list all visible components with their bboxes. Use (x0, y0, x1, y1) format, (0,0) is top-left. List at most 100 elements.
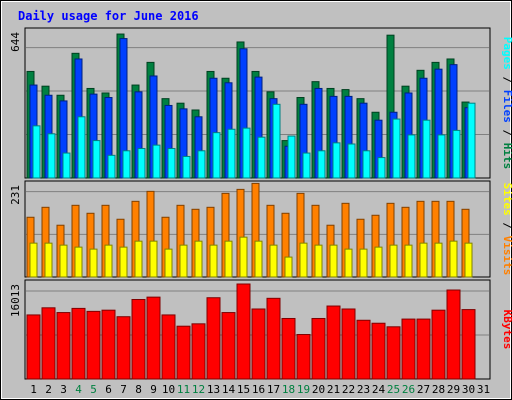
bar-pages-day-21 (332, 142, 341, 179)
x-tick-label-7: 7 (120, 383, 127, 396)
x-tick-label-18: 18 (282, 383, 295, 396)
bar-pages-day-11 (182, 155, 191, 179)
bar-sites-day-11 (179, 244, 188, 278)
bar-sites-day-26 (404, 244, 413, 278)
x-tick-label-4: 4 (75, 383, 82, 396)
bar-kbytes-day-13 (206, 297, 221, 380)
bar-sites-day-28 (434, 242, 443, 278)
x-tick-label-24: 24 (372, 383, 386, 396)
x-tick-label-30: 30 (462, 383, 475, 396)
bar-kbytes-day-28 (431, 309, 446, 380)
x-tick-label-23: 23 (357, 383, 370, 396)
bar-kbytes-day-5 (86, 310, 101, 380)
bar-pages-day-28 (437, 134, 446, 179)
bar-pages-day-23 (362, 150, 371, 179)
y-max-label: 644 (9, 32, 22, 52)
bar-sites-day-15 (239, 236, 248, 278)
x-axis: 1 2 3 4 5 6 7 8 9 10 11 12 13 14 15 16 17 18 19 20 21 22 23 24 2… (30, 383, 490, 396)
bar-kbytes-day-17 (266, 297, 281, 380)
bar-pages-day-24 (377, 157, 386, 179)
bar-kbytes-day-24 (371, 322, 386, 380)
legend-item-pages: Pages (501, 37, 512, 70)
x-tick-label-20: 20 (312, 383, 325, 396)
bar-pages-day-29 (452, 129, 461, 179)
bars-kbytes (26, 283, 476, 380)
x-tick-label-12: 12 (192, 383, 205, 396)
bar-sites-day-21 (329, 244, 338, 278)
x-tick-label-17: 17 (267, 383, 280, 396)
bar-sites-day-17 (269, 244, 278, 278)
bar-pages-day-14 (227, 128, 236, 179)
bar-kbytes-day-10 (161, 314, 176, 380)
bar-kbytes-day-9 (146, 296, 161, 380)
bar-pages-day-22 (347, 143, 356, 179)
bar-kbytes-day-3 (56, 312, 71, 380)
bar-sites-day-8 (134, 240, 143, 278)
legend-text: Pages / Files / Hits (501, 37, 512, 170)
bar-kbytes-day-12 (191, 323, 206, 380)
bar-pages-day-12 (197, 150, 206, 179)
bar-sites-day-25 (389, 244, 398, 278)
bar-pages-day-10 (167, 148, 176, 179)
x-tick-label-25: 25 (387, 383, 400, 396)
bar-kbytes-day-18 (281, 317, 296, 380)
bar-sites-day-4 (74, 246, 83, 278)
bar-sites-day-9 (149, 240, 158, 278)
bars-visits-sites (26, 182, 473, 278)
bar-kbytes-day-15 (236, 283, 251, 380)
bar-sites-day-7 (119, 246, 128, 278)
bar-sites-day-5 (89, 248, 98, 278)
bar-pages-day-18 (287, 135, 296, 179)
bar-pages-day-9 (152, 144, 161, 179)
bar-pages-day-13 (212, 132, 221, 179)
x-tick-label-29: 29 (447, 383, 460, 396)
bar-sites-day-22 (344, 248, 353, 278)
bar-kbytes-day-7 (116, 316, 131, 380)
bar-pages-day-3 (62, 152, 71, 179)
bar-sites-day-20 (314, 244, 323, 278)
legend-item-visits: Visits (501, 236, 512, 276)
bar-kbytes-day-20 (311, 317, 326, 380)
bar-kbytes-day-1 (26, 314, 41, 380)
legend-item-hits: Hits (501, 143, 512, 170)
bars-hits-files-pages (26, 33, 476, 179)
x-tick-label-16: 16 (252, 383, 265, 396)
legend-separator: / (501, 216, 512, 236)
bar-sites-day-1 (29, 242, 38, 278)
bar-pages-day-6 (107, 154, 116, 179)
x-tick-label-5: 5 (90, 383, 97, 396)
bar-pages-day-30 (467, 102, 476, 179)
x-tick-label-22: 22 (342, 383, 355, 396)
bar-pages-day-5 (92, 140, 101, 179)
bar-sites-day-2 (44, 242, 53, 278)
chart-panels: 644 Pages / Files / Hits 231 Sites / Visits… (9, 27, 512, 380)
bar-sites-day-30 (464, 242, 473, 278)
bar-pages-day-4 (77, 116, 86, 179)
bar-pages-day-2 (47, 133, 56, 179)
bar-kbytes-day-30 (461, 309, 476, 380)
y-max-label: 16013 (9, 284, 22, 317)
bar-kbytes-day-25 (386, 326, 401, 380)
x-tick-label-19: 19 (297, 383, 310, 396)
bar-kbytes-day-23 (356, 319, 371, 380)
bar-sites-day-12 (194, 240, 203, 278)
bar-kbytes-day-22 (341, 308, 356, 380)
x-tick-label-13: 13 (207, 383, 220, 396)
x-tick-label-15: 15 (237, 383, 250, 396)
bar-sites-day-14 (224, 240, 233, 278)
x-tick-label-8: 8 (135, 383, 142, 396)
bar-kbytes-day-19 (296, 334, 311, 380)
x-tick-label-9: 9 (150, 383, 157, 396)
bar-kbytes-day-8 (131, 299, 146, 380)
legend-separator: / (501, 70, 512, 90)
bar-pages-day-17 (272, 103, 281, 179)
bar-kbytes-day-26 (401, 318, 416, 380)
legend-separator: / (501, 123, 512, 143)
bar-pages-day-27 (422, 119, 431, 179)
bar-kbytes-day-27 (416, 318, 431, 380)
bar-sites-day-6 (104, 244, 113, 278)
bar-sites-day-24 (374, 246, 383, 278)
bar-sites-day-18 (284, 256, 293, 278)
